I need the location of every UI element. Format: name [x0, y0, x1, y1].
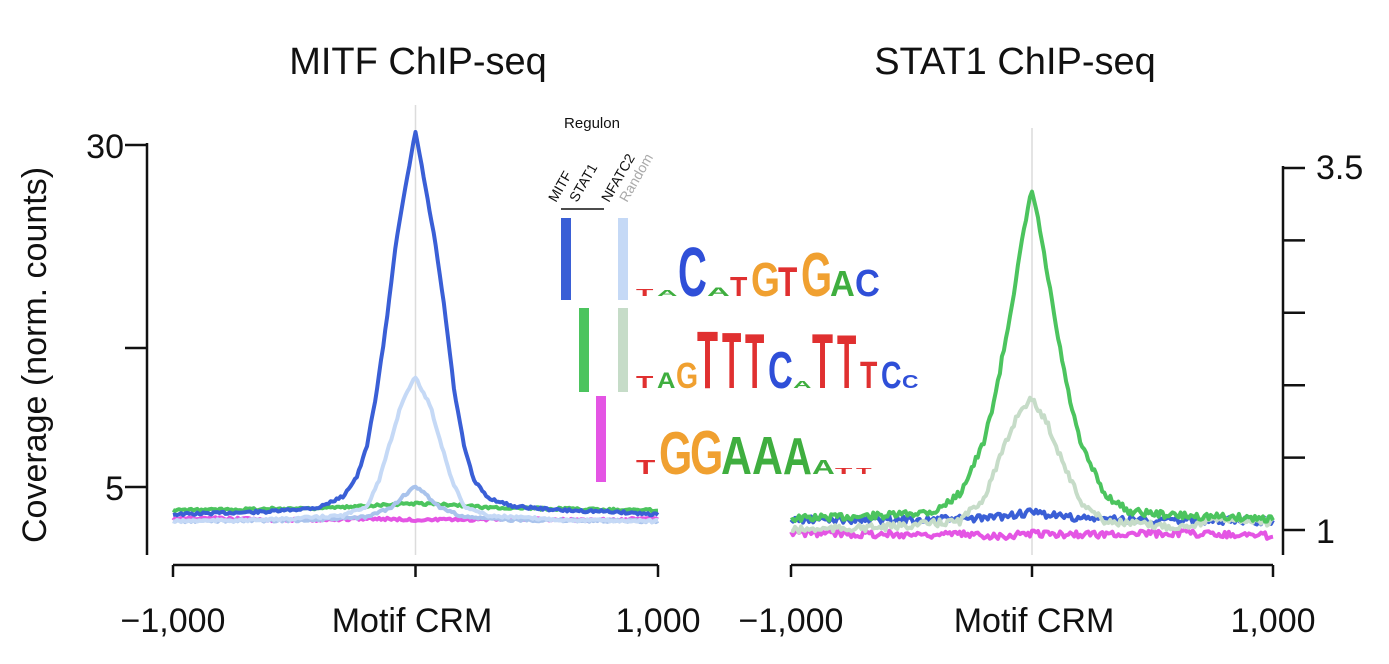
- stat1-motif-random-bar: [618, 308, 628, 392]
- mitf-panel-title: MITF ChIP-seq: [289, 41, 547, 83]
- mitf-series-3: [171, 500, 659, 514]
- mitf-logo-letter-1: A: [657, 289, 678, 298]
- stat1-sequence-logo: T A GT T T C A T T T C C: [636, 315, 919, 406]
- mitf-y-tick-label-30: 30: [86, 128, 124, 166]
- nfatc2-logo-letter-1: G: [659, 421, 692, 488]
- mitf-x-tick-label-min: −1,000: [121, 602, 226, 640]
- mitf-motif-random-bar: [618, 218, 628, 300]
- stat1-axes: [789, 166, 1305, 577]
- mitf-logo-letter-8: A: [830, 264, 855, 304]
- stat1-series-0: [790, 189, 1275, 524]
- stat1-logo-letter-12: C: [902, 372, 919, 392]
- inset-title: Regulon: [564, 115, 620, 132]
- stat1-plot-area: [789, 128, 1275, 555]
- mitf-y-tick-label-5: 5: [105, 470, 124, 508]
- nfatc2-logo-letter-4: A: [752, 426, 783, 486]
- mitf-logo-letter-2: C: [678, 233, 707, 312]
- mitf-motif-bar: [561, 218, 571, 300]
- stat1-logo-letter-10: T: [860, 355, 878, 397]
- nfatc2-logo-letter-3: A: [721, 426, 752, 486]
- stat1-series-1: [790, 395, 1274, 535]
- nfatc2-logo-letter-2: G: [690, 419, 723, 488]
- y-axis-label: Coverage (norm. counts): [16, 167, 54, 543]
- stat1-motif-bar: [579, 308, 589, 392]
- stat1-logo-letter-4: T: [722, 316, 741, 405]
- stat1-x-tick-label-min: −1,000: [739, 602, 844, 640]
- mitf-logo-letter-7: G: [801, 241, 832, 310]
- mitf-series-0: [172, 130, 660, 518]
- mitf-logo-letter-9: C: [855, 261, 880, 304]
- mitf-plot-area: [171, 105, 660, 555]
- mitf-series-1: [172, 375, 659, 525]
- mitf-logo-letter-4: T: [730, 270, 747, 302]
- mitf-axes: [125, 143, 660, 577]
- nfatc2-logo-letter-0: T: [636, 456, 655, 479]
- stat1-logo-letter-1: A: [657, 369, 675, 394]
- regulon-motif-inset: Regulon MITF STAT1 NFATC2 Random T A C A T GT…: [545, 115, 919, 488]
- nfatc2-logo-letter-8: T: [856, 467, 872, 476]
- mitf-logo-letter-3: A: [707, 285, 730, 299]
- stat1-y-tick-label-3-5: 3.5: [1316, 149, 1363, 187]
- stat1-x-tick-label-max: 1,000: [1230, 602, 1315, 640]
- mitf-x-axis-label: Motif CRM: [332, 602, 493, 640]
- stat1-logo-letter-2: G: [676, 356, 698, 396]
- stat1-y-tick-label-1: 1: [1316, 513, 1335, 551]
- nfatc2-motif-bar: [596, 396, 606, 482]
- stat1-logo-letter-7: A: [793, 379, 811, 390]
- nfatc2-sequence-logo: T GGA A A A T T: [636, 419, 872, 488]
- nfatc2-logo-letter-7: T: [835, 467, 853, 476]
- nfatc2-logo-letter-5: A: [783, 427, 812, 485]
- mitf-sequence-logo: T A C A T GT GA C: [636, 233, 880, 312]
- stat1-series-3: [789, 527, 1274, 541]
- mitf-logo-letter-6: T: [778, 258, 798, 305]
- nfatc2-logo-letter-6: A: [812, 456, 835, 479]
- stat1-logo-letter-0: T: [636, 372, 654, 392]
- stat1-logo-letter-3: T: [697, 315, 718, 406]
- stat1-logo-letter-8: T: [812, 317, 833, 405]
- stat1-logo-letter-11: C: [881, 355, 902, 397]
- stat1-panel-title: STAT1 ChIP-seq: [874, 41, 1156, 83]
- stat1-logo-letter-6: C: [768, 342, 793, 400]
- mitf-x-tick-label-max: 1,000: [615, 602, 700, 640]
- mitf-logo-letter-5: G: [751, 254, 780, 308]
- stat1-logo-letter-5: T: [745, 317, 764, 405]
- stat1-logo-letter-9: T: [837, 320, 856, 405]
- mitf-logo-letter-0: T: [636, 287, 653, 298]
- stat1-x-axis-label: Motif CRM: [954, 602, 1115, 640]
